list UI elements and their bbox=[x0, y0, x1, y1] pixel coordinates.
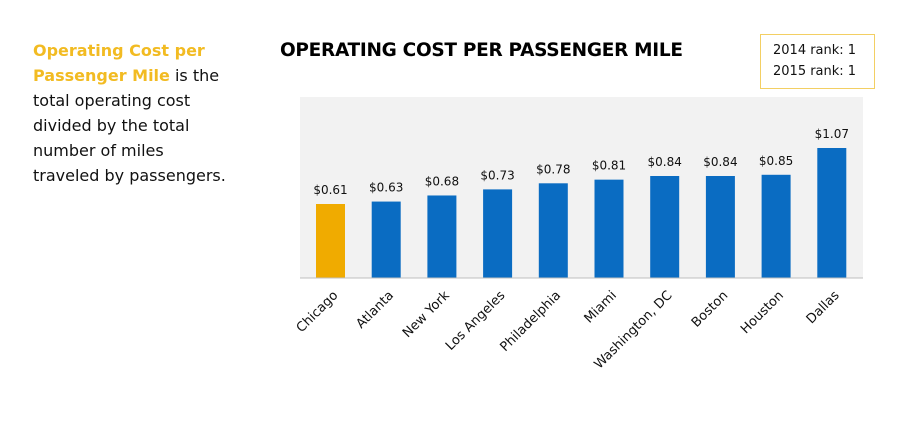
rank-2015: 2015 rank: 1 bbox=[773, 64, 857, 79]
definition-term: Operating Cost per Passenger Mile bbox=[33, 41, 205, 85]
bar-chicago bbox=[316, 204, 345, 278]
bar-atlanta bbox=[371, 201, 401, 278]
data-label: $0.84 bbox=[648, 155, 682, 169]
rank-2014: 2014 rank: 1 bbox=[773, 43, 857, 58]
chart-title: OPERATING COST PER PASSENGER MILE bbox=[280, 40, 683, 61]
data-label: $0.84 bbox=[703, 155, 737, 169]
bar-boston bbox=[705, 176, 735, 278]
data-label: $0.85 bbox=[759, 154, 793, 168]
bar-new-york bbox=[427, 195, 457, 278]
rank-box: 2014 rank: 1 2015 rank: 1 bbox=[760, 34, 875, 89]
definition-body: is the total operating cost divided by t… bbox=[33, 66, 226, 185]
bar-philadelphia bbox=[538, 183, 568, 278]
bar-washington-dc bbox=[650, 176, 680, 278]
x-tick-label: Chicago bbox=[294, 288, 342, 336]
x-tick-label: Atlanta bbox=[353, 288, 397, 332]
bar-dallas bbox=[817, 148, 847, 278]
x-tick-label: Dallas bbox=[804, 288, 843, 327]
bar-miami bbox=[594, 179, 624, 278]
data-label: $0.68 bbox=[425, 174, 459, 188]
x-tick-label: Boston bbox=[689, 288, 731, 330]
data-label: $0.78 bbox=[536, 162, 570, 176]
data-label: $0.63 bbox=[369, 181, 403, 195]
x-tick-label: New York bbox=[400, 288, 453, 341]
data-label: $0.61 bbox=[313, 183, 347, 197]
data-label: $0.81 bbox=[592, 159, 626, 173]
data-label: $0.73 bbox=[480, 168, 514, 182]
bar-los-angeles bbox=[483, 189, 513, 278]
bar-houston bbox=[761, 174, 791, 278]
x-tick-label: Miami bbox=[582, 288, 620, 326]
x-tick-label: Houston bbox=[738, 288, 787, 337]
definition-text: Operating Cost per Passenger Mile is the… bbox=[33, 38, 233, 188]
data-label: $1.07 bbox=[815, 127, 849, 141]
